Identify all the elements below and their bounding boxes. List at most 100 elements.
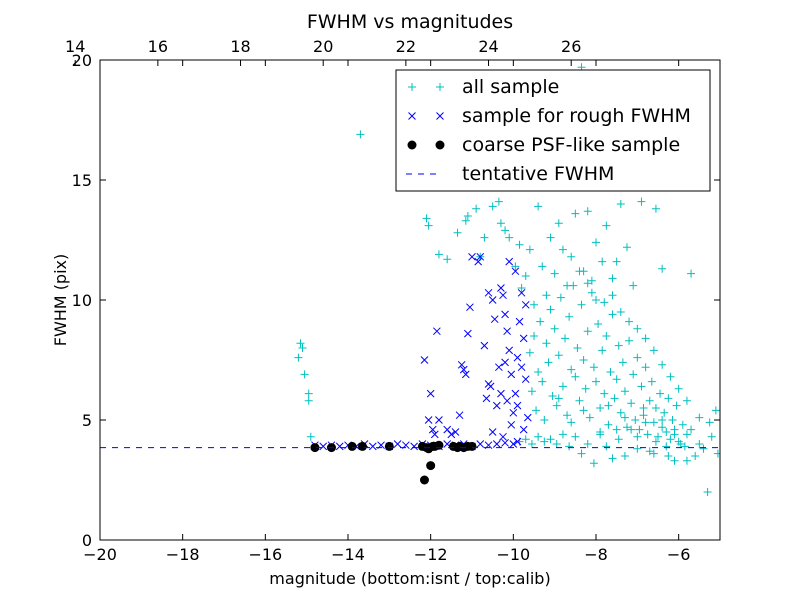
data-point bbox=[480, 233, 489, 242]
data-point bbox=[664, 394, 673, 403]
data-point bbox=[521, 272, 530, 280]
data-point bbox=[666, 435, 675, 444]
data-point bbox=[616, 308, 625, 316]
data-point bbox=[635, 425, 644, 434]
data-point bbox=[633, 444, 642, 453]
data-point bbox=[530, 300, 538, 309]
data-point bbox=[554, 351, 563, 360]
data-point bbox=[463, 212, 472, 220]
data-point bbox=[581, 384, 590, 393]
legend-label: sample for rough FWHM bbox=[462, 105, 691, 127]
data-point bbox=[639, 411, 648, 420]
data-point bbox=[507, 370, 516, 379]
data-point bbox=[682, 396, 691, 405]
data-point bbox=[488, 296, 497, 304]
data-point bbox=[662, 428, 671, 436]
data-point bbox=[480, 341, 489, 350]
legend-swatch bbox=[407, 140, 417, 150]
data-point bbox=[691, 452, 700, 460]
data-point bbox=[592, 377, 600, 386]
data-point bbox=[435, 416, 443, 424]
data-point bbox=[567, 252, 576, 261]
legend-swatch bbox=[436, 112, 444, 120]
data-point bbox=[464, 329, 472, 338]
data-point bbox=[639, 404, 648, 412]
data-point bbox=[596, 430, 605, 439]
data-point bbox=[430, 430, 439, 439]
data-point bbox=[457, 360, 466, 369]
data-point bbox=[627, 425, 636, 434]
x-tick-label: −18 bbox=[166, 545, 200, 564]
data-point bbox=[511, 389, 520, 398]
data-point bbox=[434, 250, 443, 259]
data-point bbox=[513, 437, 522, 446]
data-point bbox=[517, 288, 526, 297]
data-point bbox=[319, 442, 328, 451]
data-point bbox=[658, 264, 667, 273]
data-point bbox=[637, 382, 646, 391]
data-point bbox=[614, 435, 623, 444]
data-point bbox=[433, 327, 441, 336]
data-point bbox=[561, 334, 569, 343]
data-point bbox=[419, 475, 429, 485]
data-point bbox=[695, 413, 704, 422]
data-point bbox=[515, 240, 524, 249]
data-point bbox=[674, 384, 683, 393]
data-point bbox=[424, 221, 433, 230]
data-point bbox=[558, 430, 567, 439]
data-point bbox=[612, 375, 621, 384]
data-point bbox=[546, 233, 555, 242]
data-point bbox=[503, 396, 511, 405]
data-point bbox=[575, 396, 584, 405]
data-point bbox=[583, 327, 592, 336]
data-point bbox=[674, 437, 683, 446]
x-tick-label: −20 bbox=[83, 545, 117, 564]
data-point bbox=[558, 245, 567, 254]
data-point bbox=[426, 461, 436, 471]
data-point bbox=[490, 315, 499, 324]
data-point bbox=[623, 423, 631, 432]
data-point bbox=[571, 432, 580, 441]
data-point bbox=[356, 130, 365, 139]
data-point bbox=[550, 324, 559, 333]
data-point bbox=[525, 245, 534, 254]
data-point bbox=[583, 279, 592, 288]
data-point bbox=[534, 432, 543, 441]
data-point bbox=[503, 327, 511, 336]
data-point bbox=[649, 418, 658, 427]
data-point bbox=[534, 202, 543, 211]
data-point bbox=[699, 444, 708, 453]
chart-title: FWHM vs magnitudes bbox=[307, 11, 513, 33]
data-point bbox=[672, 401, 681, 410]
data-point bbox=[538, 262, 547, 271]
data-point bbox=[542, 291, 551, 300]
legend: all sample sample for rough FWHM coarse PS… bbox=[395, 69, 711, 192]
data-point bbox=[608, 310, 617, 319]
data-point bbox=[451, 428, 460, 436]
data-point bbox=[424, 416, 433, 424]
data-point bbox=[428, 425, 437, 434]
data-point bbox=[651, 404, 660, 412]
data-point bbox=[565, 312, 574, 321]
legend-label: all sample bbox=[462, 76, 559, 98]
data-point bbox=[612, 257, 621, 266]
data-point bbox=[620, 387, 629, 396]
data-point bbox=[420, 356, 429, 364]
data-point bbox=[306, 432, 315, 441]
data-point bbox=[641, 334, 650, 343]
data-point bbox=[554, 219, 563, 228]
data-point bbox=[651, 204, 660, 213]
data-point bbox=[368, 442, 377, 451]
data-point bbox=[501, 438, 509, 447]
top-tick-label: 18 bbox=[230, 37, 250, 56]
data-point bbox=[658, 416, 667, 424]
data-point bbox=[598, 257, 607, 266]
data-point bbox=[496, 219, 505, 228]
data-point bbox=[600, 389, 609, 398]
data-point bbox=[443, 255, 452, 264]
data-point bbox=[567, 365, 576, 374]
data-point bbox=[434, 440, 444, 450]
top-tick-label: 16 bbox=[148, 37, 168, 56]
data-point bbox=[527, 440, 536, 448]
data-point bbox=[645, 396, 654, 405]
